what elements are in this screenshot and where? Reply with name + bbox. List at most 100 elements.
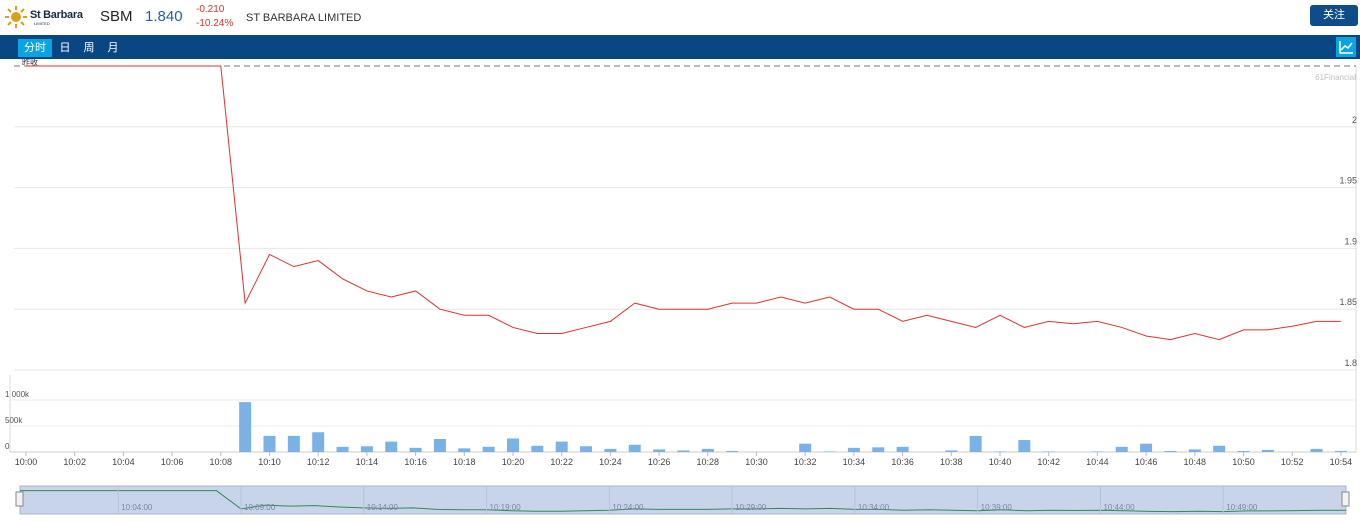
- tab-intraday[interactable]: 分时: [18, 39, 52, 57]
- volume-bar: [823, 451, 836, 452]
- tab-daily[interactable]: 日: [59, 42, 71, 54]
- time-tick-label: 10:40: [989, 457, 1012, 467]
- time-tick-label: 10:54: [1330, 457, 1353, 467]
- volume-tick-label: 1 000k: [5, 390, 30, 399]
- volume-bar: [628, 444, 641, 452]
- navigator-label: 10:04:00: [121, 503, 153, 512]
- time-tick-label: 10:00: [15, 457, 38, 467]
- time-tick-label: 10:10: [258, 457, 281, 467]
- logo-subtext: LIMITED: [34, 21, 50, 26]
- range-navigator[interactable]: 10:04:00 10:09:00 10:14:00 10:19:00 10:24:00…: [15, 485, 1350, 515]
- volume-bar: [1164, 450, 1177, 452]
- navigator-label: 10:19:00: [490, 503, 522, 512]
- stock-chart: 2 1.95 1.9 1.85 1.8 61Financial 昨收 1 000k 500…: [5, 59, 1357, 515]
- time-tick-label: 10:12: [307, 457, 330, 467]
- tab-monthly[interactable]: 月: [107, 42, 119, 54]
- volume-bar: [604, 448, 617, 452]
- volume-bar: [555, 441, 568, 452]
- last-price: 1.840: [145, 8, 183, 25]
- time-tick-label: 10:46: [1135, 457, 1158, 467]
- price-tick-label: 1.9: [1344, 236, 1357, 246]
- navigator-label: 10:09:00: [244, 503, 276, 512]
- volume-bar: [847, 447, 860, 452]
- volume-bar: [1091, 451, 1104, 452]
- period-tab-bar: 分时 日 周 月: [0, 35, 1360, 59]
- chart-type-toggle[interactable]: [1336, 37, 1356, 57]
- volume-bar: [653, 449, 666, 452]
- time-tick-label: 10:44: [1086, 457, 1109, 467]
- volume-bar: [701, 448, 714, 452]
- volume-bar: [580, 446, 593, 452]
- time-tick-label: 10:02: [63, 457, 86, 467]
- volume-bar: [239, 402, 252, 452]
- volume-bar: [433, 439, 446, 452]
- time-tick-label: 10:22: [550, 457, 573, 467]
- volume-bar: [677, 450, 690, 452]
- volume-bar: [263, 435, 276, 452]
- volume-bar: [385, 441, 398, 452]
- price-change: -0.210 -10.24%: [196, 3, 233, 31]
- prev-close-label: 昨收: [22, 59, 38, 67]
- volume-bar: [1261, 449, 1274, 452]
- time-axis-labels: 10:00 10:02 10:04 10:06 10:08 10:10 10:12 10:14…: [15, 452, 1352, 467]
- navigator-label: 10:24:00: [612, 503, 644, 512]
- volume-bar: [507, 438, 519, 452]
- navigator-label: 10:39:00: [981, 503, 1013, 512]
- volume-bar: [1018, 440, 1031, 452]
- volume-bar: [312, 432, 325, 452]
- tab-weekly[interactable]: 周: [83, 42, 95, 54]
- volume-bar: [458, 448, 471, 452]
- time-tick-label: 10:04: [112, 457, 135, 467]
- time-tick-label: 10:50: [1232, 457, 1255, 467]
- navigator-handle-left[interactable]: [15, 491, 24, 507]
- volume-series: [239, 402, 1347, 452]
- volume-bar: [1334, 450, 1347, 452]
- price-line: [26, 65, 1341, 341]
- company-logo: St Barbara LIMITED: [4, 5, 94, 31]
- time-tick-label: 10:52: [1281, 457, 1304, 467]
- sun-icon: [5, 6, 27, 28]
- time-tick-label: 10:48: [1184, 457, 1207, 467]
- volume-bar: [945, 450, 958, 452]
- volume-bar: [1115, 446, 1128, 452]
- volume-bar: [1310, 448, 1323, 452]
- price-tick-label: 2: [1352, 115, 1357, 125]
- navigator-label: 10:29:00: [735, 503, 767, 512]
- price-tick-label: 1.95: [1339, 176, 1357, 186]
- price-grid: [14, 66, 1357, 452]
- volume-bar: [872, 447, 885, 452]
- time-tick-label: 10:16: [404, 457, 427, 467]
- time-tick-label: 10:14: [356, 457, 379, 467]
- time-tick-label: 10:28: [697, 457, 720, 467]
- volume-bar: [531, 445, 544, 452]
- time-tick-label: 10:06: [161, 457, 184, 467]
- volume-bar: [360, 446, 373, 452]
- volume-bar: [896, 446, 909, 452]
- follow-button[interactable]: 关注: [1310, 5, 1358, 26]
- navigator-label: 10:34:00: [858, 503, 890, 512]
- navigator-label: 10:44:00: [1103, 503, 1135, 512]
- time-tick-label: 10:20: [502, 457, 525, 467]
- top-bar: St Barbara LIMITED SBM 1.840 -0.210 -10.…: [0, 0, 1360, 35]
- watermark: 61Financial: [1315, 73, 1356, 82]
- time-tick-label: 10:30: [745, 457, 768, 467]
- navigator-label: 10:49:00: [1226, 503, 1258, 512]
- time-tick-label: 10:08: [210, 457, 233, 467]
- volume-bar: [1042, 451, 1055, 452]
- company-name: ST BARBARA LIMITED: [246, 12, 362, 24]
- logo-text: St Barbara: [30, 9, 83, 21]
- volume-bar: [994, 451, 1006, 452]
- volume-tick-label: 500k: [5, 416, 23, 425]
- price-tick-label: 1.85: [1339, 297, 1357, 307]
- navigator-handle-right[interactable]: [1341, 491, 1350, 507]
- volume-bar: [1213, 445, 1226, 452]
- volume-bar: [287, 435, 300, 452]
- volume-bar: [409, 447, 422, 452]
- price-series: [14, 65, 1356, 341]
- navigator-label: 10:14:00: [367, 503, 399, 512]
- time-tick-label: 10:32: [794, 457, 817, 467]
- volume-bar: [1237, 450, 1250, 452]
- volume-grid: 1 000k 500k 0: [5, 375, 1356, 453]
- volume-bar: [969, 435, 982, 452]
- time-tick-label: 10:42: [1037, 457, 1060, 467]
